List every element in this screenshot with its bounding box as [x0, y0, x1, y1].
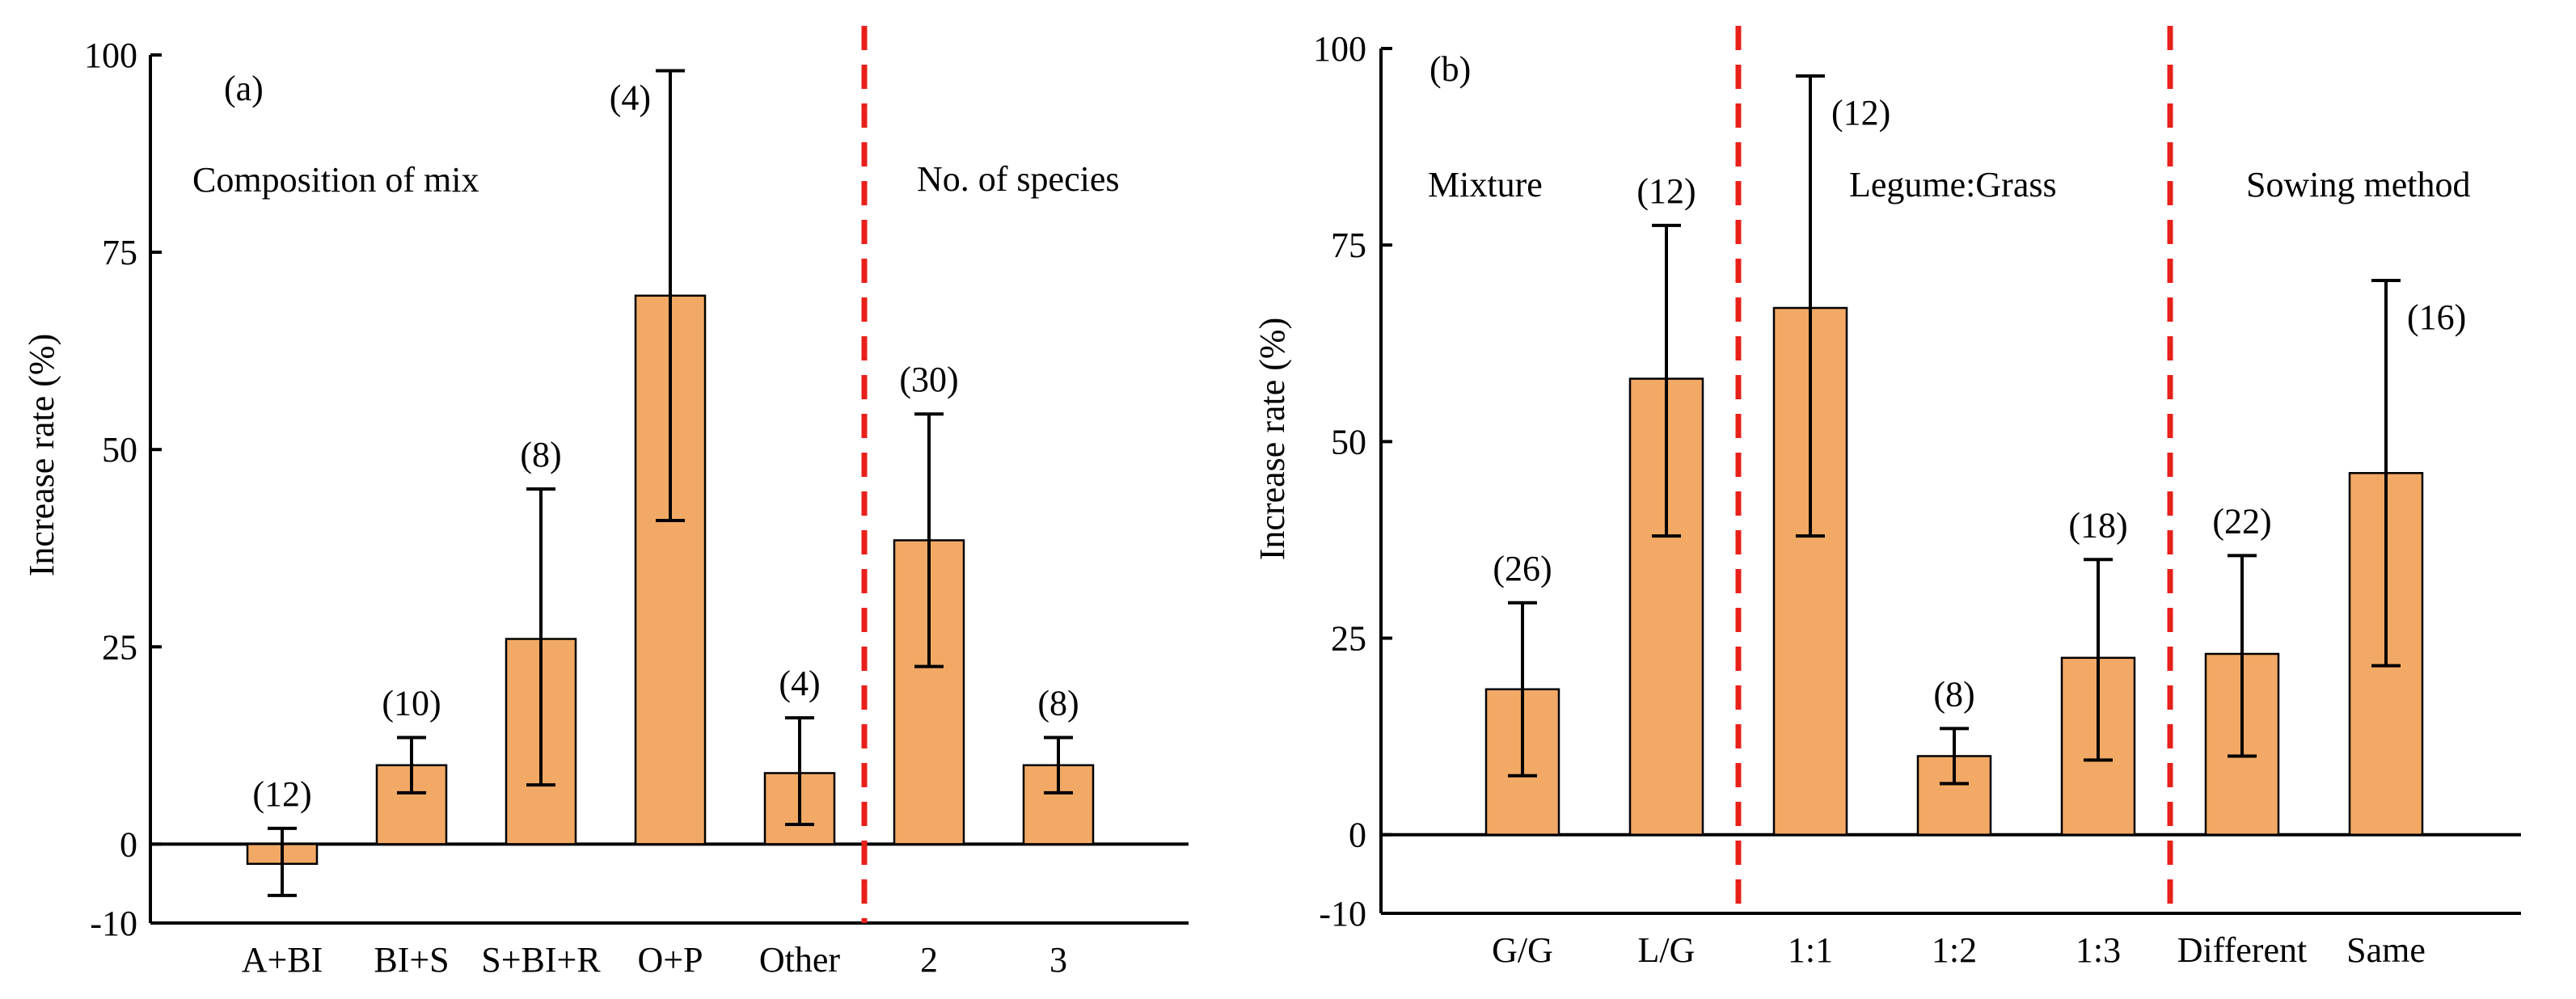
- x-tick-label-a-3: O+P: [637, 940, 703, 980]
- x-tick-label-b-2: 1:1: [1788, 930, 1833, 970]
- x-tick-label-b-1: L/G: [1638, 930, 1696, 970]
- count-label-b-2: (12): [1831, 93, 1890, 133]
- x-tick-label-b-0: G/G: [1492, 930, 1553, 970]
- panel-label-a: (a): [224, 69, 264, 108]
- y-tick-label-a: -10: [90, 904, 137, 943]
- group-label-mixture: Mixture: [1428, 165, 1543, 204]
- count-label-a-1: (10): [382, 684, 441, 723]
- group-label-no-of-species: No. of species: [917, 159, 1120, 199]
- panel-b-chart: (b) Mixture Legume:Grass Sowing method I…: [1252, 26, 2521, 970]
- count-label-b-6: (16): [2407, 297, 2466, 337]
- x-tick-label-a-4: Other: [759, 940, 841, 980]
- count-label-a-5: (30): [899, 360, 958, 399]
- y-tick-label-b: 0: [1349, 816, 1366, 855]
- group-label-composition-of-mix: Composition of mix: [192, 160, 479, 200]
- count-label-a-3: (4): [610, 78, 651, 118]
- count-label-a-2: (8): [520, 435, 561, 474]
- group-label-legume-grass: Legume:Grass: [1849, 165, 2057, 204]
- count-label-b-3: (8): [1933, 674, 1974, 714]
- x-tick-label-b-4: 1:3: [2076, 930, 2121, 970]
- count-label-a-0: (12): [252, 774, 311, 814]
- y-tick-label-a: 50: [102, 430, 137, 470]
- x-tick-label-a-5: 2: [920, 940, 938, 980]
- y-tick-label-a: 0: [120, 824, 137, 864]
- y-tick-label-a: 100: [84, 36, 137, 75]
- y-tick-label-b: 50: [1331, 422, 1366, 462]
- y-axis-title-a: Increase rate (%): [22, 334, 61, 576]
- y-axis-title-b: Increase rate (%): [1252, 318, 1292, 560]
- count-label-b-4: (18): [2068, 505, 2127, 545]
- y-tick-label-a: 75: [102, 233, 137, 272]
- y-tick-label-a: 25: [102, 627, 137, 667]
- count-label-b-5: (22): [2212, 501, 2271, 541]
- x-tick-label-b-6: Same: [2346, 930, 2426, 970]
- count-label-a-6: (8): [1037, 684, 1079, 723]
- count-label-b-1: (12): [1636, 171, 1696, 211]
- x-tick-label-a-0: A+BI: [242, 940, 323, 980]
- x-tick-label-b-3: 1:2: [1932, 930, 1977, 970]
- group-label-sowing-method: Sowing method: [2246, 165, 2470, 204]
- y-tick-label-b: 100: [1313, 29, 1366, 69]
- y-tick-label-b: 75: [1331, 226, 1366, 265]
- count-label-b-0: (26): [1493, 549, 1552, 588]
- x-tick-label-b-5: Different: [2177, 930, 2307, 970]
- panel-label-b: (b): [1429, 49, 1471, 89]
- y-tick-label-b: -10: [1319, 894, 1366, 934]
- x-tick-label-a-1: BI+S: [374, 940, 449, 980]
- panel-a-chart: (a) Composition of mix No. of species In…: [22, 26, 1189, 980]
- x-tick-label-a-2: S+BI+R: [481, 940, 601, 980]
- y-tick-label-b: 25: [1331, 619, 1366, 659]
- x-tick-label-a-6: 3: [1049, 940, 1067, 980]
- count-label-a-4: (4): [779, 664, 820, 703]
